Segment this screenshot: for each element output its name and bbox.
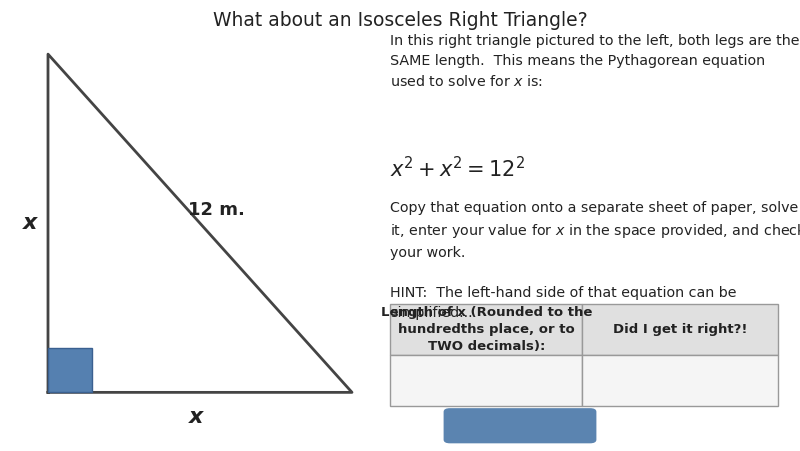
Text: $x^2 + x^2 = 12^2$: $x^2 + x^2 = 12^2$ <box>390 156 526 181</box>
Text: Did I get it right?!: Did I get it right?! <box>613 323 748 336</box>
Bar <box>48 348 92 392</box>
Text: x: x <box>23 213 38 233</box>
Bar <box>390 304 582 355</box>
Text: What about an Isosceles Right Triangle?: What about an Isosceles Right Triangle? <box>213 11 587 30</box>
Text: Check my answer: Check my answer <box>454 418 586 433</box>
Text: Length of x (Rounded to the
hundredths place, or to
TWO decimals):: Length of x (Rounded to the hundredths p… <box>381 306 592 353</box>
Text: HINT:  The left-hand side of that equation can be
simplified...: HINT: The left-hand side of that equatio… <box>390 286 737 320</box>
Bar <box>582 355 778 406</box>
Text: 12 m.: 12 m. <box>187 201 245 219</box>
FancyBboxPatch shape <box>443 408 597 443</box>
Text: Copy that equation onto a separate sheet of paper, solve
it, enter your value fo: Copy that equation onto a separate sheet… <box>390 201 800 260</box>
Bar <box>390 355 582 406</box>
Text: x: x <box>189 407 203 427</box>
Bar <box>582 304 778 355</box>
Text: In this right triangle pictured to the left, both legs are the
SAME length.  Thi: In this right triangle pictured to the l… <box>390 34 800 89</box>
